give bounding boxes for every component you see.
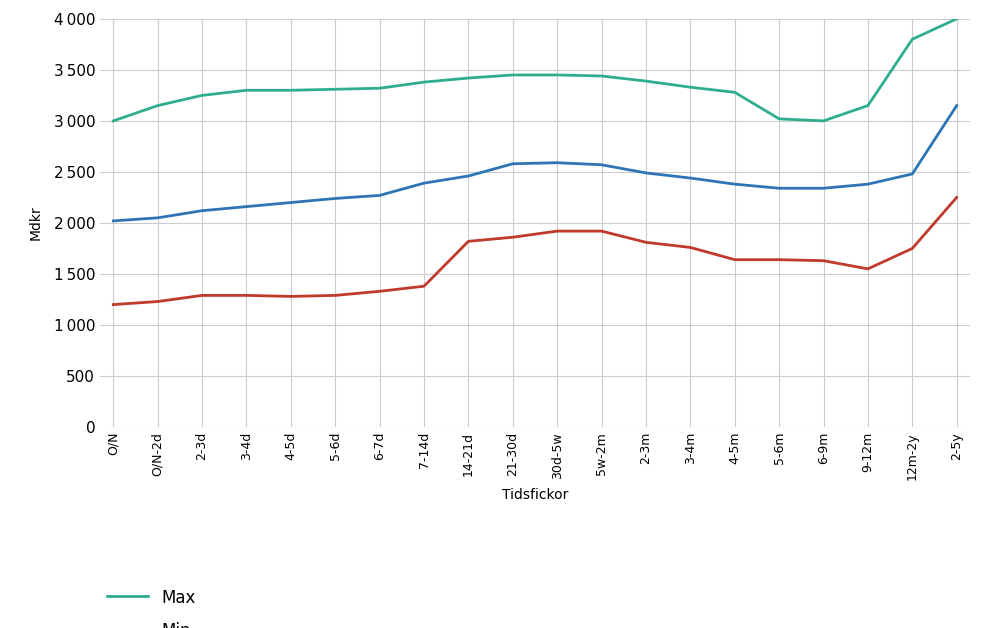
Max	[374, 84, 386, 92]
Min	[329, 291, 341, 299]
Min	[951, 193, 963, 201]
Max	[684, 84, 696, 91]
Legend: Max, Min, Genomsnitt: Max, Min, Genomsnitt	[100, 582, 265, 628]
Max	[729, 89, 741, 96]
Max	[818, 117, 830, 124]
Min	[374, 288, 386, 295]
Max	[773, 115, 785, 122]
Genomsnitt	[729, 180, 741, 188]
Genomsnitt	[462, 172, 474, 180]
Min	[862, 265, 874, 273]
Min	[551, 227, 563, 235]
Min	[196, 291, 208, 299]
Genomsnitt	[684, 174, 696, 182]
Max	[418, 78, 430, 86]
Min	[818, 257, 830, 264]
Genomsnitt	[906, 170, 918, 178]
Min	[596, 227, 608, 235]
Min	[640, 239, 652, 246]
Genomsnitt	[240, 203, 252, 210]
Min	[729, 256, 741, 264]
Genomsnitt	[374, 192, 386, 199]
Line: Min: Min	[113, 197, 957, 305]
Max	[285, 87, 297, 94]
Genomsnitt	[862, 180, 874, 188]
Max	[240, 87, 252, 94]
Min	[285, 293, 297, 300]
Genomsnitt	[551, 159, 563, 166]
Genomsnitt	[418, 180, 430, 187]
Genomsnitt	[196, 207, 208, 214]
Max	[329, 85, 341, 93]
Min	[240, 291, 252, 299]
X-axis label: Tidsfickor: Tidsfickor	[502, 488, 568, 502]
Max	[462, 74, 474, 82]
Max	[196, 92, 208, 99]
Min	[906, 245, 918, 252]
Min	[684, 244, 696, 251]
Genomsnitt	[596, 161, 608, 168]
Y-axis label: Mdkr: Mdkr	[28, 205, 42, 241]
Max	[152, 102, 164, 109]
Max	[951, 15, 963, 23]
Max	[640, 77, 652, 85]
Max	[107, 117, 119, 124]
Min	[152, 298, 164, 305]
Genomsnitt	[152, 214, 164, 222]
Max	[906, 35, 918, 43]
Max	[507, 71, 519, 78]
Min	[107, 301, 119, 308]
Max	[596, 72, 608, 80]
Max	[551, 71, 563, 78]
Genomsnitt	[640, 169, 652, 176]
Line: Max: Max	[113, 19, 957, 121]
Min	[773, 256, 785, 264]
Genomsnitt	[507, 160, 519, 168]
Min	[462, 237, 474, 245]
Genomsnitt	[329, 195, 341, 202]
Genomsnitt	[107, 217, 119, 225]
Min	[418, 283, 430, 290]
Min	[507, 234, 519, 241]
Genomsnitt	[773, 185, 785, 192]
Line: Genomsnitt: Genomsnitt	[113, 106, 957, 221]
Genomsnitt	[818, 185, 830, 192]
Genomsnitt	[951, 102, 963, 109]
Max	[862, 102, 874, 109]
Genomsnitt	[285, 198, 297, 206]
